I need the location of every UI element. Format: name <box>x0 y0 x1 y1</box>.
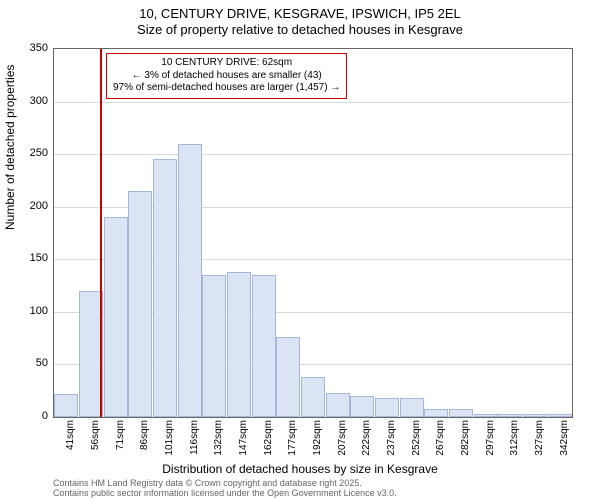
xtick-label: 116sqm <box>189 420 200 460</box>
histogram-bar <box>400 398 424 417</box>
xtick-label: 147sqm <box>238 420 249 460</box>
xtick-label: 297sqm <box>485 420 496 460</box>
histogram-bar <box>548 414 572 417</box>
reference-line <box>100 49 102 417</box>
xtick-label: 327sqm <box>534 420 545 460</box>
histogram-bar <box>276 337 300 417</box>
footer-line1: Contains HM Land Registry data © Crown c… <box>53 478 397 488</box>
chart-container: 10, CENTURY DRIVE, KESGRAVE, IPSWICH, IP… <box>0 0 600 500</box>
title-block: 10, CENTURY DRIVE, KESGRAVE, IPSWICH, IP… <box>0 0 600 37</box>
xtick-label: 237sqm <box>386 420 397 460</box>
xtick-label: 71sqm <box>115 420 126 460</box>
xtick-label: 101sqm <box>164 420 175 460</box>
histogram-bar <box>350 396 374 417</box>
ytick-label: 200 <box>30 200 48 212</box>
histogram-bar <box>449 409 473 417</box>
histogram-bar <box>474 414 498 417</box>
xtick-label: 177sqm <box>287 420 298 460</box>
ytick-label: 250 <box>30 147 48 159</box>
histogram-bar <box>54 394 78 417</box>
histogram-bar <box>153 159 177 417</box>
xtick-label: 252sqm <box>411 420 422 460</box>
xtick-label: 162sqm <box>263 420 274 460</box>
ytick-label: 50 <box>36 357 48 369</box>
ytick-label: 350 <box>30 42 48 54</box>
xtick-label: 56sqm <box>90 420 101 460</box>
title-line1: 10, CENTURY DRIVE, KESGRAVE, IPSWICH, IP… <box>0 6 600 22</box>
histogram-bar <box>104 217 128 417</box>
gridline <box>54 102 572 103</box>
xtick-label: 312sqm <box>509 420 520 460</box>
annotation-line3: 97% of semi-detached houses are larger (… <box>113 82 340 95</box>
histogram-bar <box>227 272 251 417</box>
xtick-label: 86sqm <box>139 420 150 460</box>
histogram-bar <box>424 409 448 417</box>
footer-attribution: Contains HM Land Registry data © Crown c… <box>53 478 397 499</box>
xtick-label: 41sqm <box>65 420 76 460</box>
gridline <box>54 154 572 155</box>
annotation-line2: ← 3% of detached houses are smaller (43) <box>113 70 340 83</box>
annotation-box: 10 CENTURY DRIVE: 62sqm ← 3% of detached… <box>106 53 347 99</box>
histogram-bar <box>128 191 152 417</box>
title-line2: Size of property relative to detached ho… <box>0 22 600 38</box>
ytick-label: 150 <box>30 252 48 264</box>
plot-area: 10 CENTURY DRIVE: 62sqm ← 3% of detached… <box>53 48 573 418</box>
histogram-bar <box>326 393 350 417</box>
histogram-bar <box>301 377 325 417</box>
xtick-label: 207sqm <box>337 420 348 460</box>
histogram-bar <box>178 144 202 417</box>
xtick-label: 192sqm <box>312 420 323 460</box>
histogram-bar <box>252 275 276 417</box>
xtick-label: 132sqm <box>213 420 224 460</box>
y-axis-label: Number of detached properties <box>3 65 17 230</box>
ytick-label: 100 <box>30 305 48 317</box>
xtick-label: 222sqm <box>361 420 372 460</box>
ytick-label: 0 <box>42 410 48 422</box>
xtick-label: 282sqm <box>460 420 471 460</box>
ytick-label: 300 <box>30 95 48 107</box>
footer-line2: Contains public sector information licen… <box>53 488 397 498</box>
histogram-bar <box>375 398 399 417</box>
xtick-label: 342sqm <box>559 420 570 460</box>
histogram-bar <box>498 414 522 417</box>
annotation-line1: 10 CENTURY DRIVE: 62sqm <box>113 57 340 70</box>
histogram-bar <box>202 275 226 417</box>
xtick-label: 267sqm <box>435 420 446 460</box>
x-axis-label: Distribution of detached houses by size … <box>0 462 600 476</box>
histogram-bar <box>523 414 547 417</box>
